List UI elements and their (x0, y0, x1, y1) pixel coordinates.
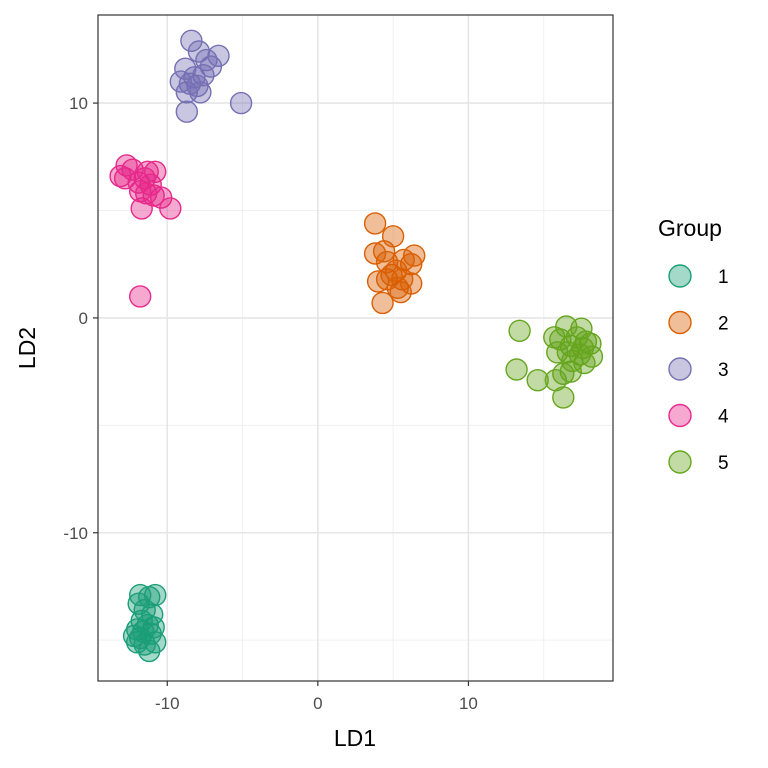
x-tick-label: 0 (313, 694, 322, 713)
plot-border (97, 14, 614, 682)
data-points (109, 29, 604, 663)
legend-label-1: 1 (718, 267, 729, 288)
data-point-group-2 (363, 212, 387, 235)
plot-background (98, 15, 613, 681)
data-point-group-5 (573, 351, 596, 375)
data-point-group-5 (508, 319, 531, 342)
data-point-group-5 (549, 328, 572, 351)
legend-key-2 (668, 310, 692, 335)
data-point-group-2 (375, 250, 399, 274)
y-tick-label: -10 (63, 524, 88, 543)
legend-label-4: 4 (718, 407, 729, 428)
data-point-group-1 (137, 639, 161, 663)
x-axis-ticks: -10 0 10 (155, 681, 478, 713)
data-point-group-3 (175, 100, 199, 123)
legend-key-5 (668, 450, 692, 474)
data-point-group-3 (229, 91, 253, 115)
legend-key-4 (668, 403, 692, 428)
data-point-group-2 (386, 276, 409, 299)
y-axis-title: LD2 (14, 327, 40, 369)
y-tick-label: 10 (69, 94, 88, 113)
legend-key-3 (668, 357, 692, 381)
x-axis-title: LD1 (334, 725, 376, 751)
legend-key-1 (668, 264, 692, 288)
y-axis-ticks: -10 0 10 (63, 94, 98, 543)
legend-label-2: 2 (718, 314, 729, 335)
y-tick-label: 0 (79, 309, 88, 328)
grid-minor (98, 15, 613, 681)
data-point-group-4 (128, 285, 152, 308)
data-point-group-3 (189, 81, 212, 104)
data-point-group-3 (199, 55, 223, 78)
legend-label-3: 3 (718, 360, 729, 381)
legend-title: Group (658, 215, 722, 241)
legend-label-5: 5 (718, 453, 729, 474)
x-tick-label: 10 (459, 694, 478, 713)
data-point-group-2 (392, 248, 415, 272)
data-point-group-5 (552, 386, 575, 409)
x-tick-label: -10 (155, 694, 180, 713)
data-point-group-5 (505, 358, 528, 381)
data-point-group-4 (113, 167, 137, 190)
data-point-group-4 (159, 197, 182, 220)
data-point-group-2 (371, 291, 394, 315)
data-point-group-3 (169, 70, 193, 93)
data-point-group-2 (389, 280, 412, 304)
data-point-group-2 (363, 242, 387, 265)
data-point-group-4 (143, 160, 167, 184)
data-point-group-4 (130, 197, 153, 220)
data-point-group-1 (125, 631, 149, 654)
legend: Group 1 2 3 4 5 (658, 215, 729, 474)
data-point-group-5 (526, 369, 549, 392)
data-point-group-3 (192, 63, 215, 87)
